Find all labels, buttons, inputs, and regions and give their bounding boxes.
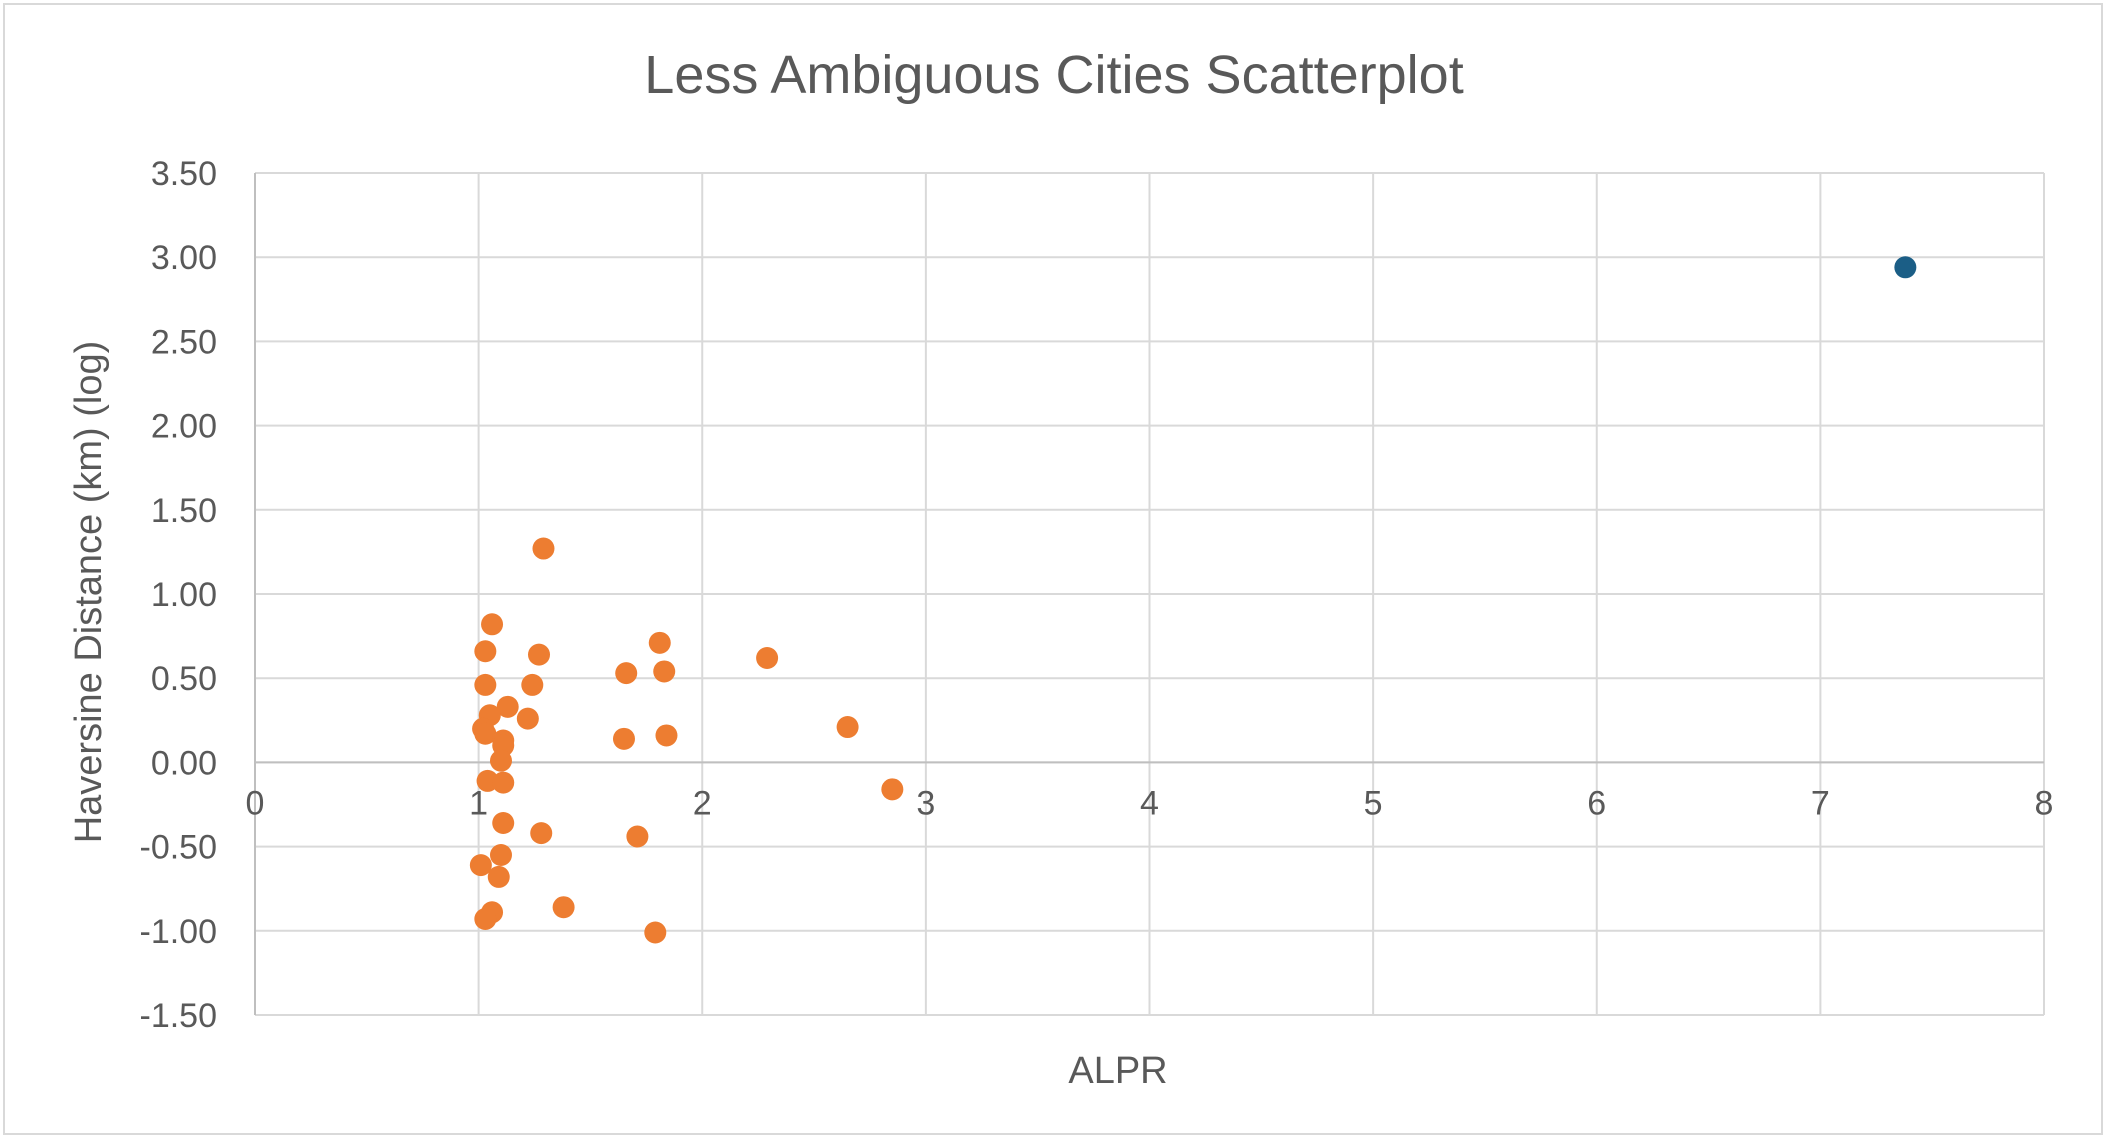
data-point [644, 921, 667, 944]
data-points [469, 256, 1917, 944]
x-tick-label: 3 [916, 784, 935, 822]
x-tick-label: 5 [1364, 784, 1383, 822]
y-tick-label: 3.00 [151, 239, 217, 277]
data-point [653, 660, 676, 683]
data-point [474, 640, 497, 663]
x-tick-label: 7 [1811, 784, 1830, 822]
data-point [626, 825, 649, 848]
x-tick-label: 1 [469, 784, 488, 822]
data-point [521, 673, 544, 696]
data-point [492, 812, 515, 835]
gridlines [254, 172, 2045, 1016]
data-point [648, 631, 671, 654]
y-tick-label: -1.50 [140, 997, 218, 1035]
x-tick-label: 2 [693, 784, 712, 822]
data-point [489, 844, 512, 867]
y-tick-label: -0.50 [140, 829, 218, 867]
data-point [612, 727, 635, 750]
y-tick-label: 0.50 [151, 660, 217, 698]
y-tick-label: 2.50 [151, 323, 217, 361]
data-point [487, 865, 510, 888]
y-axis-title: Haversine Distance (km) (log) [68, 341, 110, 844]
data-point [756, 646, 779, 669]
y-tick-label: 0.00 [151, 744, 217, 782]
y-tick-label: 3.50 [151, 155, 217, 193]
data-point [1894, 256, 1917, 279]
x-axis-title: ALPR [1068, 1050, 1167, 1092]
y-tick-label: 1.50 [151, 492, 217, 530]
x-tick-label: 6 [1587, 784, 1606, 822]
x-tick-label: 4 [1140, 784, 1159, 822]
data-point [532, 537, 555, 560]
chart-title: Less Ambiguous Cities Scatterplot [644, 45, 1463, 105]
data-point [615, 662, 638, 685]
chart-frame [3, 3, 2103, 1135]
y-tick-label: 2.00 [151, 408, 217, 446]
x-tick-label: 0 [246, 784, 265, 822]
data-point [474, 908, 497, 931]
data-point [469, 854, 492, 877]
data-point [881, 778, 904, 801]
data-point [528, 643, 551, 666]
data-point [489, 749, 512, 772]
data-point [474, 722, 497, 745]
data-point [481, 613, 504, 636]
x-tick-label: 8 [2035, 784, 2054, 822]
data-point [496, 695, 519, 718]
data-point [492, 771, 515, 794]
y-tick-label: -1.00 [140, 913, 218, 951]
data-point [474, 673, 497, 696]
y-tick-label: 1.00 [151, 576, 217, 614]
tick-labels: 0 1 2 3 4 5 6 7 8 -1.50 -1.00 -0.50 0.00 0.50 1.00 1.50… [140, 155, 2054, 1035]
data-point [552, 896, 575, 919]
data-point [655, 724, 678, 747]
data-point [836, 716, 859, 739]
data-point [516, 707, 539, 730]
data-point [530, 822, 553, 845]
